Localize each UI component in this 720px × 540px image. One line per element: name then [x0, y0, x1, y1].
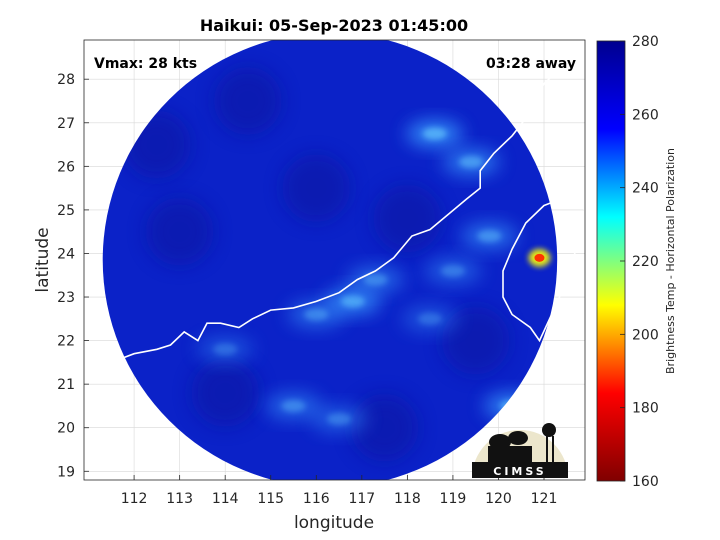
colorbar-tick-label: 200	[632, 327, 659, 343]
warm-feature-core	[304, 308, 329, 321]
cimss-logo: CIMSS	[472, 423, 568, 478]
x-tick-label: 113	[166, 491, 193, 507]
x-axis-ticks: 112 113 114 115 116 117 118 119 120 121	[121, 475, 558, 507]
colorbar-ticks: 160 180 200 220 240 260 280	[620, 34, 659, 490]
cold-region	[441, 306, 510, 375]
colorbar-label: Brightness Temp - Horizontal Polarizatio…	[664, 148, 677, 374]
y-axis-ticks: 19 20 21 22 23 24 25 26 27 28	[57, 72, 89, 480]
x-tick-label: 121	[531, 491, 558, 507]
colorbar-tick-label: 160	[632, 474, 659, 490]
x-axis-label: longitude	[294, 513, 374, 533]
logo-band	[472, 462, 568, 478]
x-tick-label: 116	[303, 491, 330, 507]
satellite-dish-icon	[488, 431, 532, 462]
y-tick-label: 26	[57, 159, 75, 175]
cold-region	[282, 154, 351, 223]
y-tick-label: 23	[57, 290, 75, 306]
cold-region	[213, 66, 282, 135]
x-tick-label: 112	[121, 491, 148, 507]
water-tower-icon	[542, 423, 556, 462]
y-tick-label: 20	[57, 421, 75, 437]
chart-title: Haikui: 05-Sep-2023 01:45:00	[200, 16, 468, 35]
logo-text: CIMSS	[493, 465, 546, 478]
warm-feature-core	[213, 343, 238, 356]
y-tick-label: 19	[57, 464, 75, 480]
cold-region	[191, 358, 260, 427]
colorbar: 160 180 200 220 240 260 280 Brightness Temp - …	[596, 34, 677, 490]
warm-feature-core	[422, 127, 447, 140]
coastline	[84, 48, 585, 366]
warm-feature-core	[340, 295, 365, 308]
warm-feature-core	[459, 155, 484, 168]
plot-area	[84, 40, 585, 480]
y-tick-label: 24	[57, 246, 75, 262]
hotspot-core	[534, 253, 545, 262]
x-tick-label: 119	[440, 491, 467, 507]
warm-feature-core	[281, 399, 306, 412]
y-tick-label: 22	[57, 334, 75, 350]
x-tick-label: 117	[348, 491, 375, 507]
x-tick-label: 115	[257, 491, 284, 507]
cold-region	[373, 184, 442, 253]
x-tick-label: 118	[394, 491, 421, 507]
cold-region	[145, 197, 214, 266]
y-axis-label: latitude	[33, 227, 53, 292]
y-tick-label: 27	[57, 116, 75, 132]
taiwan-coastline	[502, 195, 585, 343]
x-tick-label: 114	[212, 491, 239, 507]
y-tick-label: 25	[57, 203, 75, 219]
colorbar-tick-label: 280	[632, 34, 659, 50]
warm-feature-core	[363, 273, 388, 286]
mainland-coastline	[84, 48, 585, 366]
y-tick-label: 28	[57, 72, 75, 88]
colorbar-tick-label: 180	[632, 401, 659, 417]
warm-feature-core	[418, 312, 443, 325]
warm-features	[122, 66, 551, 462]
time-offset-annotation: 03:28 away	[486, 56, 576, 72]
axes-frame	[83, 39, 586, 481]
warm-feature-core	[327, 413, 352, 426]
y-tick-label: 21	[57, 377, 75, 393]
colorbar-tick-label: 260	[632, 107, 659, 123]
x-tick-label: 120	[485, 491, 512, 507]
vmax-annotation: Vmax: 28 kts	[94, 56, 197, 72]
warm-feature-core	[440, 264, 465, 277]
colorbar-tick-label: 220	[632, 254, 659, 270]
warm-feature-core	[477, 230, 502, 243]
colorbar-tick-label: 240	[632, 181, 659, 197]
cold-region	[350, 393, 419, 462]
